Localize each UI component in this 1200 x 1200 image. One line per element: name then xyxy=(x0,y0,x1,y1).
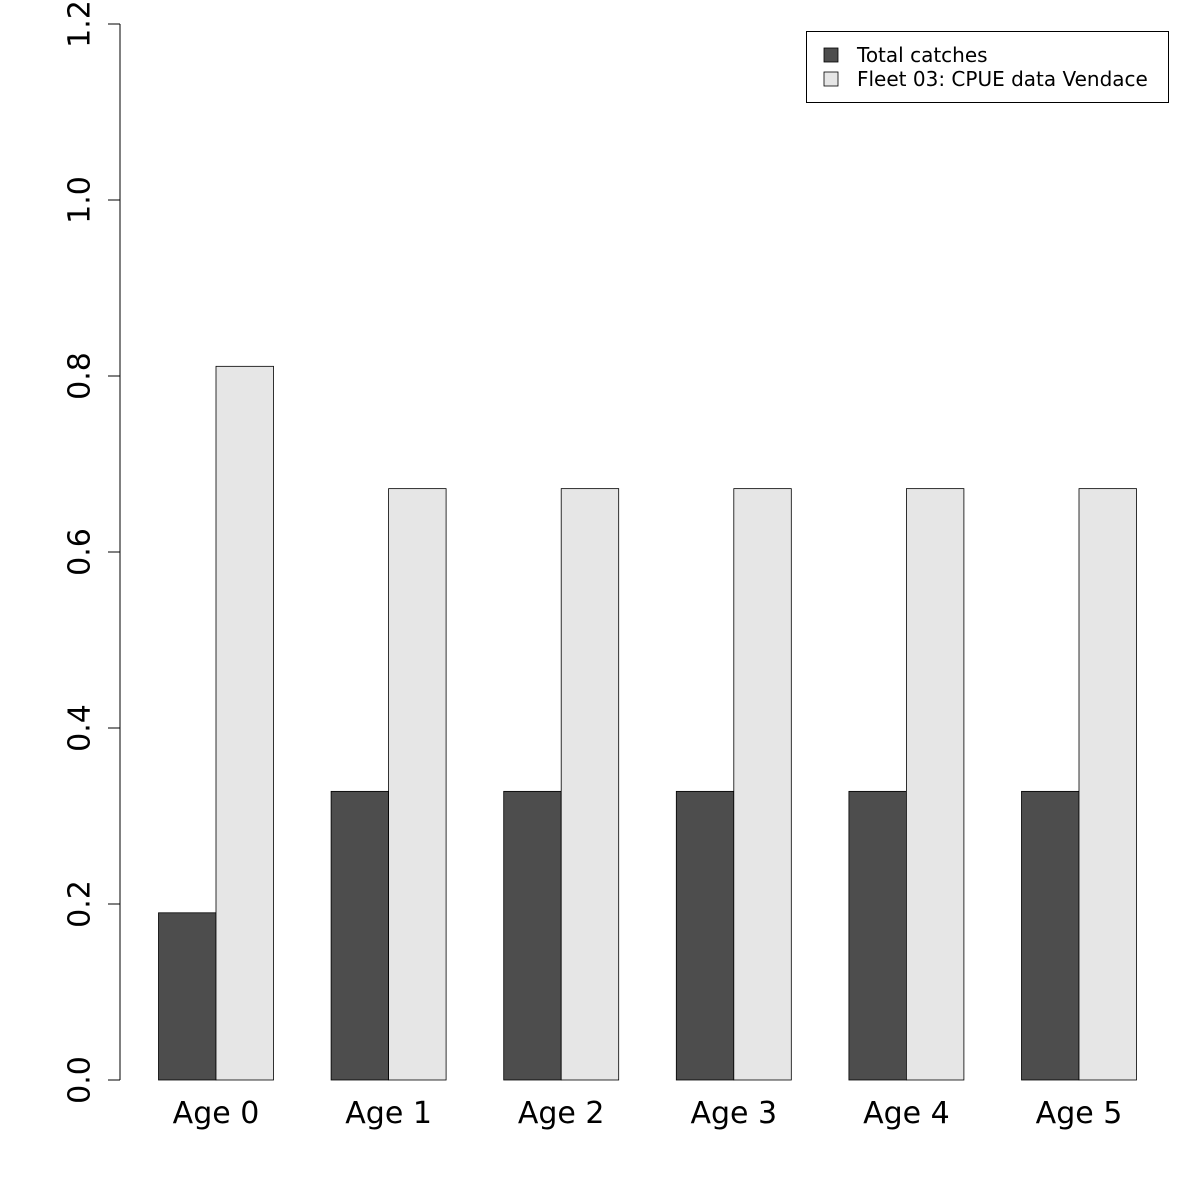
bar-total-catches-age-4 xyxy=(848,790,907,1081)
x-axis-labels: Age 0 Age 1 Age 2 Age 3 Age 4 Age 5 xyxy=(173,1096,1123,1131)
y-tick-label: 1.0 xyxy=(63,176,98,224)
bar-fleet-03-age-3 xyxy=(733,488,792,1081)
x-category-label: Age 0 xyxy=(173,1096,260,1131)
bar-total-catches-age-5 xyxy=(1021,790,1080,1081)
x-category-label: Age 4 xyxy=(863,1096,950,1131)
y-tick-label: 0.4 xyxy=(63,704,98,752)
bar-total-catches-age-1 xyxy=(330,790,390,1081)
x-category-label: Age 2 xyxy=(518,1096,605,1131)
legend-label: Total catches xyxy=(856,43,988,67)
legend-box xyxy=(806,31,1169,103)
x-category-label: Age 3 xyxy=(690,1096,777,1131)
legend-swatch xyxy=(823,71,839,87)
legend-swatch xyxy=(823,47,839,63)
y-tick-label: 0.8 xyxy=(63,352,98,400)
x-category-label: Age 1 xyxy=(345,1096,432,1131)
bar-fleet-03-age-1 xyxy=(388,488,447,1081)
bar-total-catches-age-0 xyxy=(158,912,217,1081)
y-tick-label: 1.2 xyxy=(63,0,98,48)
x-category-label: Age 5 xyxy=(1036,1096,1123,1131)
y-tick-label: 0.0 xyxy=(63,1056,98,1104)
y-tick-label: 0.6 xyxy=(63,528,98,576)
bar-fleet-03-age-4 xyxy=(906,488,965,1081)
bar-fleet-03-age-0 xyxy=(215,365,274,1081)
y-tick-label: 0.2 xyxy=(63,880,98,928)
y-axis: 0.0 0.2 0.4 0.6 0.8 1.0 1.2 xyxy=(63,0,121,1104)
legend-label: Fleet 03: CPUE data Vendace xyxy=(857,67,1148,91)
bar-total-catches-age-3 xyxy=(675,790,735,1081)
bar-total-catches-age-2 xyxy=(503,790,562,1081)
bars xyxy=(158,365,1137,1081)
bar-fleet-03-age-5 xyxy=(1078,488,1137,1081)
bar-fleet-03-age-2 xyxy=(560,488,620,1081)
